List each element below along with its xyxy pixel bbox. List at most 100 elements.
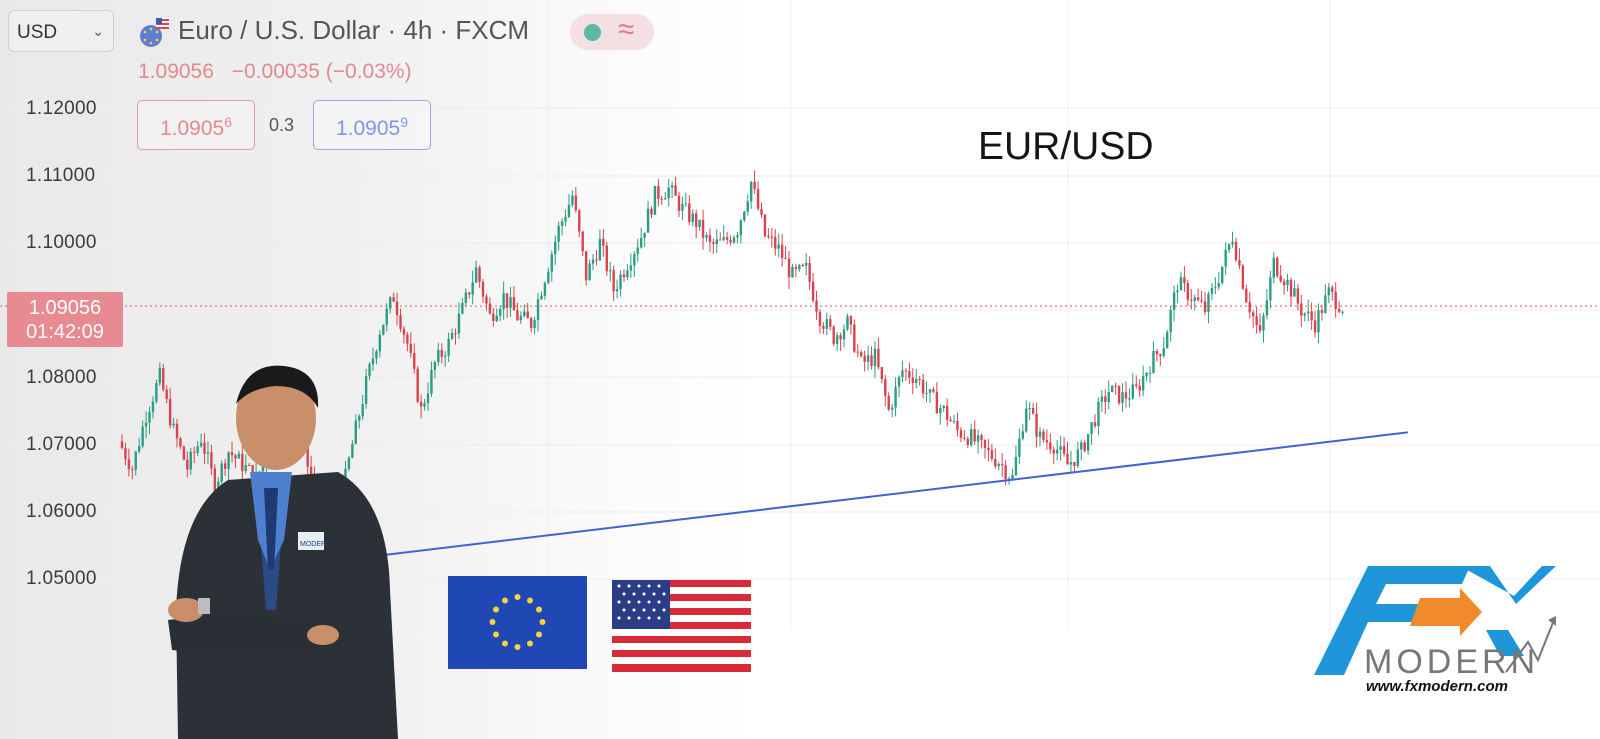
candle-body [588,263,591,281]
candle-body [880,367,884,380]
candle-body [1313,320,1317,333]
candle-body [368,364,371,377]
candle-body [430,369,433,394]
candle-body [1052,449,1055,454]
candle-body [385,308,388,325]
candle-body [1025,408,1028,432]
candle-body [877,348,880,368]
candle-body [1055,449,1059,454]
y-tick-label: 1.12000 [26,98,97,119]
candle-body [932,389,935,392]
candle-body [722,237,725,240]
candle-body [464,292,468,304]
candle-body [124,447,127,460]
candle-body [622,274,626,278]
candle-body [811,281,815,301]
candle-body [165,389,168,399]
candle-body [1331,287,1334,292]
buy-quote-button[interactable]: 1.09059 [313,100,431,150]
candle-body [1221,266,1224,284]
price-change: −0.00035 (−0.03%) [231,60,412,83]
currency-select[interactable]: USD ⌄ [8,10,114,52]
candle-body [516,310,519,321]
candle-body [1172,292,1176,310]
candle-body [1251,312,1255,317]
candle-body [461,303,464,314]
candle-body [805,262,808,266]
candle-body [478,267,481,282]
candle-body [664,198,667,200]
candle-body [1035,413,1038,437]
candle-body [1076,449,1080,466]
candle-body [667,187,670,199]
candle-body [829,319,832,327]
candle-body [584,251,588,281]
candle-body [1190,299,1193,301]
candle-body [1080,442,1083,450]
candle-body [309,466,313,479]
support-trendline[interactable] [379,431,1409,557]
candle-body [1159,354,1162,356]
candle-body [808,262,811,282]
candle-body [168,398,172,426]
symbol-title[interactable]: Euro / U.S. Dollar · 4h · FXCM [178,15,530,45]
candle-body [935,391,939,414]
candle-body [818,311,822,326]
candle-body [244,464,247,472]
candle-body [825,319,829,329]
candle-body [1317,310,1320,333]
candle-body [1176,290,1179,293]
candle-body [258,471,261,473]
candle-body [1231,241,1234,245]
y-tick-label: 1.05000 [26,568,97,589]
candle-body [1272,257,1275,278]
candle-body [801,264,804,266]
candle-body [674,185,677,196]
candle-body [1303,313,1306,316]
candle-body [1238,260,1241,266]
candle-body [959,430,963,438]
candle-body [1028,408,1031,410]
candle-body [492,313,495,321]
candle-body [605,245,608,272]
candle-body [1214,287,1217,289]
candle-body [839,335,842,340]
candle-countdown: 01:42:09 [26,321,104,343]
candle-body [172,423,175,426]
candle-body [983,439,987,448]
candle-body [743,211,746,221]
candle-body [354,420,357,444]
candle-body [770,236,774,238]
candle-body [670,185,674,188]
candle-body [1296,288,1300,304]
candle-body [866,355,870,362]
candle-body [994,459,997,467]
eur-usd-pair-icon [140,18,169,47]
candle-body [137,446,141,452]
candle-body [179,438,182,447]
candle-body [519,315,523,321]
candle-body [1100,396,1104,402]
candle-body [141,426,144,447]
candle-body [1186,282,1190,300]
candle-body [835,335,839,344]
candle-body [526,311,529,319]
candle-body [1300,303,1303,316]
current-price-label: 1.09056 01:42:09 [7,292,123,347]
candle-body [1245,288,1248,303]
candle-body [447,338,450,356]
candle-body [1306,311,1310,314]
market-status-pill[interactable] [570,14,654,50]
candle-body [193,451,196,453]
candle-body [842,329,846,340]
candle-body [897,376,901,387]
candle-body [361,404,364,417]
sell-quote-button[interactable]: 1.09056 [137,100,255,150]
us-flag-icon [612,580,751,672]
candle-body [1265,300,1269,316]
candle-body [1169,309,1172,333]
candle-body [151,401,155,413]
candle-body [131,469,134,471]
candle-body [1310,311,1313,321]
